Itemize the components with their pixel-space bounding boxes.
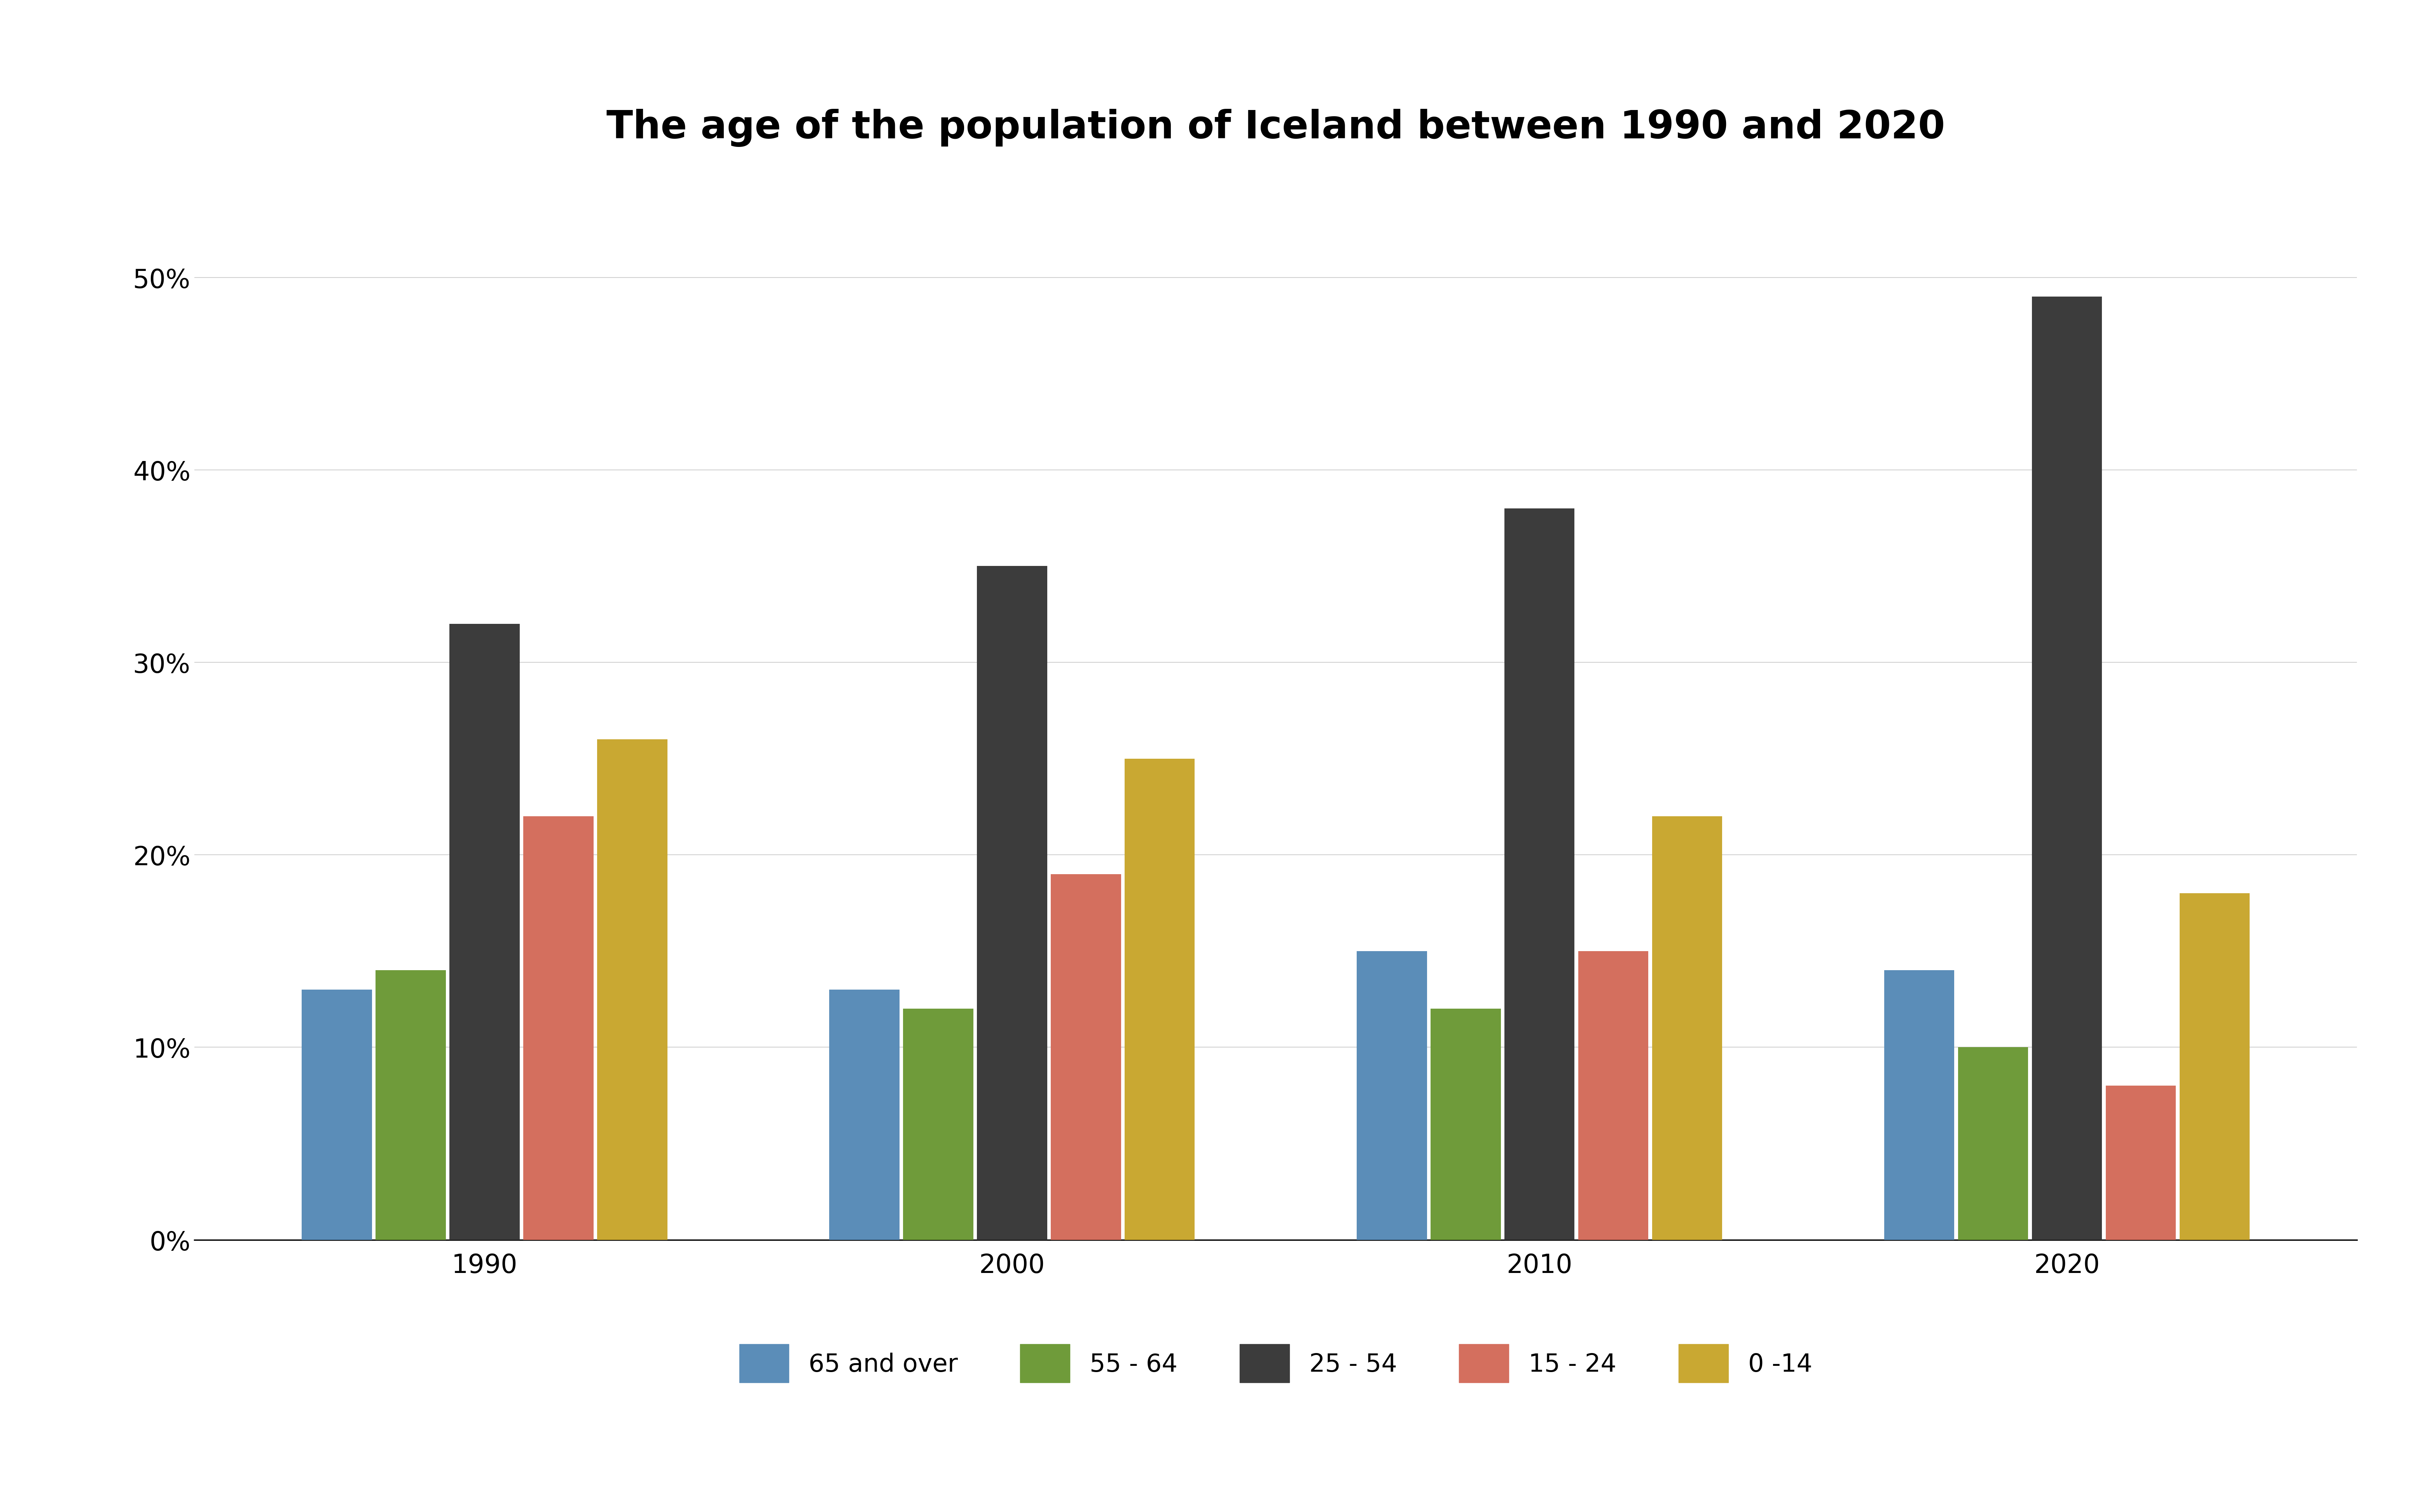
Bar [1431, 1009, 1502, 1240]
Bar [1050, 874, 1120, 1240]
Bar [1959, 1048, 2029, 1240]
Bar [2107, 1086, 2175, 1240]
Bar [1883, 971, 1954, 1240]
Bar [2031, 296, 2102, 1240]
Legend: 65 and over, 55 - 64, 25 - 54, 15 - 24, 0 -14: 65 and over, 55 - 64, 25 - 54, 15 - 24, … [714, 1320, 1837, 1408]
Bar [1504, 508, 1575, 1240]
Bar [1125, 759, 1196, 1240]
Bar [598, 739, 668, 1240]
Bar [1652, 816, 1723, 1240]
Bar [377, 971, 445, 1240]
Bar [1356, 951, 1426, 1240]
Bar [450, 624, 520, 1240]
Bar [2180, 894, 2250, 1240]
Title: The age of the population of Iceland between 1990 and 2020: The age of the population of Iceland bet… [608, 109, 1944, 147]
Bar [977, 567, 1047, 1240]
Bar [1577, 951, 1648, 1240]
Bar [904, 1009, 974, 1240]
Bar [301, 990, 372, 1240]
Bar [829, 990, 899, 1240]
Bar [522, 816, 593, 1240]
